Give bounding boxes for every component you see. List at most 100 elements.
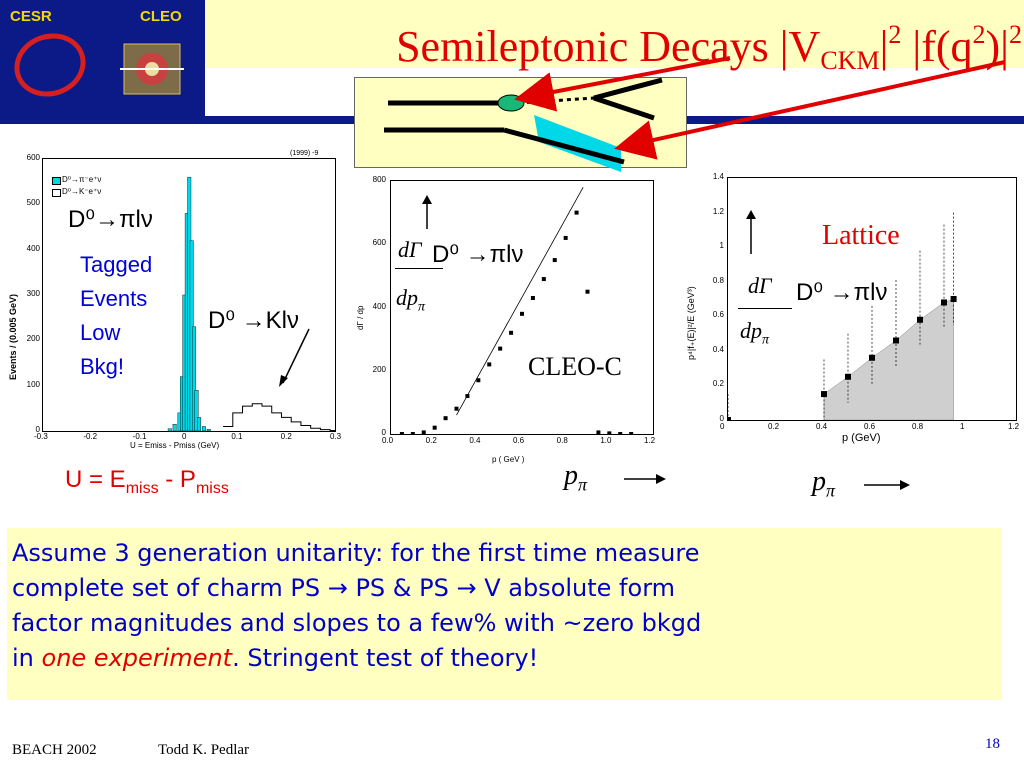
pi-bar: [201, 426, 206, 432]
data-point: [443, 416, 448, 421]
data-point: [845, 373, 851, 380]
tick-label: 0.4: [816, 422, 828, 431]
footer-author: Todd K. Pedlar: [158, 742, 250, 758]
plot2-x-ticks: 0.0 0.2 0.4 0.6 0.8 1.0 1.2: [378, 436, 668, 448]
data-point: [917, 316, 923, 323]
kaon-arrow: [279, 328, 310, 387]
data-point: [498, 346, 503, 351]
data-point: [618, 432, 623, 436]
cleo-logo-text: CLEO: [140, 8, 182, 25]
plot1-x-ticks: -0.3 -0.2 -0.1 0 0.1 0.2 0.3: [30, 432, 350, 444]
cleoc-label: CLEO-C: [528, 352, 622, 381]
plot2-dgamma: dΓ: [398, 237, 422, 262]
title-bar: [205, 0, 1024, 68]
histogram-plot: [167, 176, 340, 432]
tick-label: 0: [719, 414, 724, 423]
tick-label: 0.2: [280, 432, 292, 441]
tick-label: 0.0: [382, 436, 394, 445]
data-point: [399, 432, 404, 436]
tick-label: 0.6: [712, 310, 724, 320]
data-point: [509, 330, 514, 335]
data-point: [476, 378, 481, 383]
data-point: [410, 432, 415, 436]
data-point: [530, 296, 535, 301]
tick-label: 0.4: [712, 344, 724, 354]
data-point: [950, 296, 957, 302]
tick-label: 400: [372, 301, 386, 311]
plot3-x-ticks: 0 0.2 0.4 0.6 0.8 1 1.2: [716, 422, 1024, 434]
tick-label: 0.1: [231, 432, 243, 441]
arrow-to-formfactor: [614, 60, 1006, 160]
tick-label: 0.6: [864, 422, 876, 431]
plot2-p-pi: pπ: [564, 460, 588, 495]
arrow-to-vertex: [514, 56, 731, 112]
feynman-lines: [384, 77, 663, 172]
tick-label: 1: [960, 422, 965, 431]
data-point: [585, 289, 590, 294]
data-point: [563, 235, 568, 240]
tick-label: 200: [372, 364, 386, 374]
cesr-logo-text: CESR: [10, 8, 52, 25]
kaon-histogram: [223, 403, 340, 432]
tick-label: 0.2: [425, 436, 437, 445]
tick-label: 0.8: [556, 436, 568, 445]
data-point: [541, 277, 546, 282]
plot3-dp: dpπ: [740, 318, 770, 348]
plot3-y-ticks: 0 0.2 0.4 0.6 0.8 1 1.2 1.4: [698, 172, 726, 423]
u-definition: U = Emiss - Pmiss: [65, 466, 229, 497]
cesr-ring-icon: [6, 24, 94, 106]
outgoing-line: [503, 127, 625, 165]
tick-label: 1.0: [600, 436, 612, 445]
plot-cleoc-spectrum: [390, 180, 654, 436]
tick-label: 800: [372, 175, 386, 184]
cleo-detector-icon: [120, 43, 184, 95]
slide-title: Semileptonic Decays |VCKM|2 |f(q2)|2: [396, 20, 1022, 75]
kaon-decay-label: D⁰ →Klν: [208, 307, 299, 334]
tick-label: 1: [719, 241, 724, 251]
lattice-label: Lattice: [822, 220, 900, 251]
summary-box: [7, 528, 1002, 700]
plot2-xlabel: p ( GeV ): [492, 455, 525, 464]
plot3-right-arrow: [864, 480, 910, 490]
data-point: [596, 430, 601, 435]
data-point: [574, 210, 579, 215]
tick-label: 600: [372, 238, 386, 248]
plot2-right-arrow: [624, 474, 666, 484]
pi-bar: [172, 424, 177, 432]
plot2-ylabel: dΓ / dp: [356, 305, 365, 330]
data-point: [893, 337, 899, 344]
tick-label: 500: [26, 198, 40, 208]
pi-bar: [206, 428, 211, 432]
tick-label: -0.2: [83, 432, 98, 441]
data-point: [432, 425, 437, 430]
cleoc-scatter: [399, 187, 634, 436]
red-arrows: [514, 56, 1006, 160]
tick-label: 1.2: [712, 206, 724, 216]
tick-label: 1.2: [644, 436, 656, 445]
tick-label: 0: [381, 428, 386, 437]
plot-u-distribution: [42, 158, 340, 432]
tick-label: 100: [26, 379, 40, 389]
data-point: [607, 431, 612, 436]
data-point: [552, 258, 557, 263]
plot1-y-ticks: 0 100 200 300 400 500 600: [18, 153, 42, 434]
tick-label: 300: [26, 289, 40, 298]
data-point: [421, 430, 426, 435]
tick-label: 1.4: [712, 172, 724, 181]
plot2-up-arrow: [422, 195, 432, 229]
lattice-scatter: [725, 212, 957, 423]
data-point: [941, 299, 947, 306]
logo-banner: CESR CLEO: [0, 0, 205, 118]
plot2-dp: dpπ: [396, 285, 426, 315]
page-number: 18: [985, 736, 1000, 752]
plot3-ylabel: p⁴|f₊(E)|²/E (GeV³): [686, 286, 696, 360]
data-point: [725, 417, 731, 423]
pi-bar: [167, 428, 172, 432]
plot3-fraction-bar: [738, 308, 792, 309]
plot3-up-arrow: [746, 210, 756, 254]
lattice-band: [823, 298, 954, 421]
footer-conference: BEACH 2002: [12, 742, 97, 758]
data-point: [869, 354, 875, 361]
data-point: [465, 394, 470, 399]
plot3-p-pi: pπ: [812, 466, 836, 501]
